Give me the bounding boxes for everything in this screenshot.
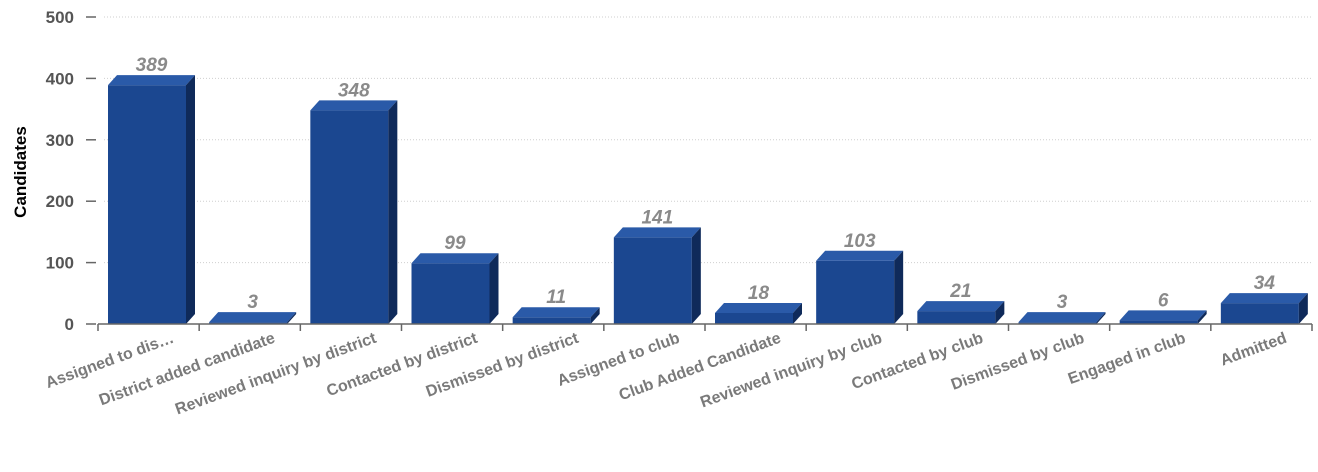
bar: [411, 253, 499, 324]
bar-side: [287, 312, 297, 324]
x-tick-label: Admitted: [1218, 330, 1289, 370]
data-label: 18: [748, 283, 770, 304]
bar-side: [1197, 310, 1207, 324]
bar-front: [917, 311, 996, 324]
bar-top: [613, 227, 701, 238]
data-label: 103: [844, 231, 876, 252]
data-label: 11: [546, 287, 566, 308]
data-label: 34: [1254, 273, 1276, 294]
bar: [917, 301, 1005, 324]
bar: [512, 307, 600, 324]
x-tick-label: Engaged in club: [1066, 330, 1188, 388]
x-tick-label: Reviewed inquiry by club: [698, 330, 884, 412]
grid-lines: [104, 16, 1312, 264]
bar-side: [590, 307, 600, 324]
bar-front: [310, 110, 389, 324]
data-label: 6: [1158, 290, 1169, 311]
bar: [1220, 293, 1308, 324]
y-tick-label: 300: [46, 131, 74, 150]
bar-front: [1119, 320, 1198, 324]
bar-front: [1018, 322, 1097, 324]
bar-front: [209, 322, 288, 324]
axes: [86, 16, 1313, 331]
bar-top: [209, 312, 297, 323]
value-labels: 389 3 348 99 11 141 18 103 21 3 6 34: [136, 55, 1276, 313]
bar: [209, 312, 297, 324]
bar-side: [995, 301, 1005, 324]
bar: [108, 75, 195, 325]
bar-front: [411, 263, 490, 324]
bar-top: [1220, 293, 1308, 304]
y-tick-label: 200: [46, 192, 74, 211]
bars: [108, 75, 1308, 325]
bar-side: [1298, 293, 1308, 324]
bar-side: [186, 75, 195, 325]
bar-front: [108, 85, 186, 325]
bar-side: [793, 302, 802, 324]
bar: [613, 227, 701, 324]
bar-top: [512, 307, 600, 318]
bar: [1119, 310, 1207, 324]
bar-front: [512, 317, 591, 324]
y-tick-label: 100: [46, 254, 74, 273]
bar-side: [1096, 312, 1106, 324]
bar-top: [816, 250, 904, 261]
bar-front: [715, 312, 793, 324]
data-label: 21: [949, 281, 971, 302]
bar-top: [917, 301, 1005, 312]
bar-front: [816, 260, 895, 324]
bar: [310, 100, 398, 324]
y-tick-labels: 0 100 200 300 400 500: [46, 8, 74, 334]
bar-top: [1018, 312, 1106, 323]
category-labels: Assigned to dis…District added candidate…: [43, 330, 1289, 419]
data-label: 99: [444, 233, 466, 254]
y-tick-label: 400: [46, 69, 74, 88]
data-label: 348: [338, 80, 370, 101]
bar-side: [691, 227, 701, 324]
x-tick-label: Club Added Candidate: [617, 330, 784, 404]
bar: [816, 250, 904, 324]
bar-top: [715, 302, 802, 313]
bar-front: [613, 237, 692, 324]
data-label: 3: [247, 292, 258, 313]
bar-top: [310, 100, 398, 111]
y-axis-title: Candidates: [11, 126, 30, 218]
bar-side: [388, 100, 398, 324]
y-tick-label: 500: [46, 8, 74, 27]
y-tick-label: 0: [65, 315, 74, 334]
data-label: 389: [136, 55, 168, 76]
bar-top: [108, 75, 195, 86]
bar: [1018, 312, 1106, 324]
bar-side: [489, 253, 499, 324]
bar-side: [894, 250, 904, 324]
data-label: 141: [641, 207, 673, 228]
bar-front: [1220, 303, 1299, 324]
bar-top: [411, 253, 499, 264]
bar-top: [1119, 310, 1207, 321]
data-label: 3: [1057, 292, 1068, 313]
bar: [715, 302, 802, 324]
